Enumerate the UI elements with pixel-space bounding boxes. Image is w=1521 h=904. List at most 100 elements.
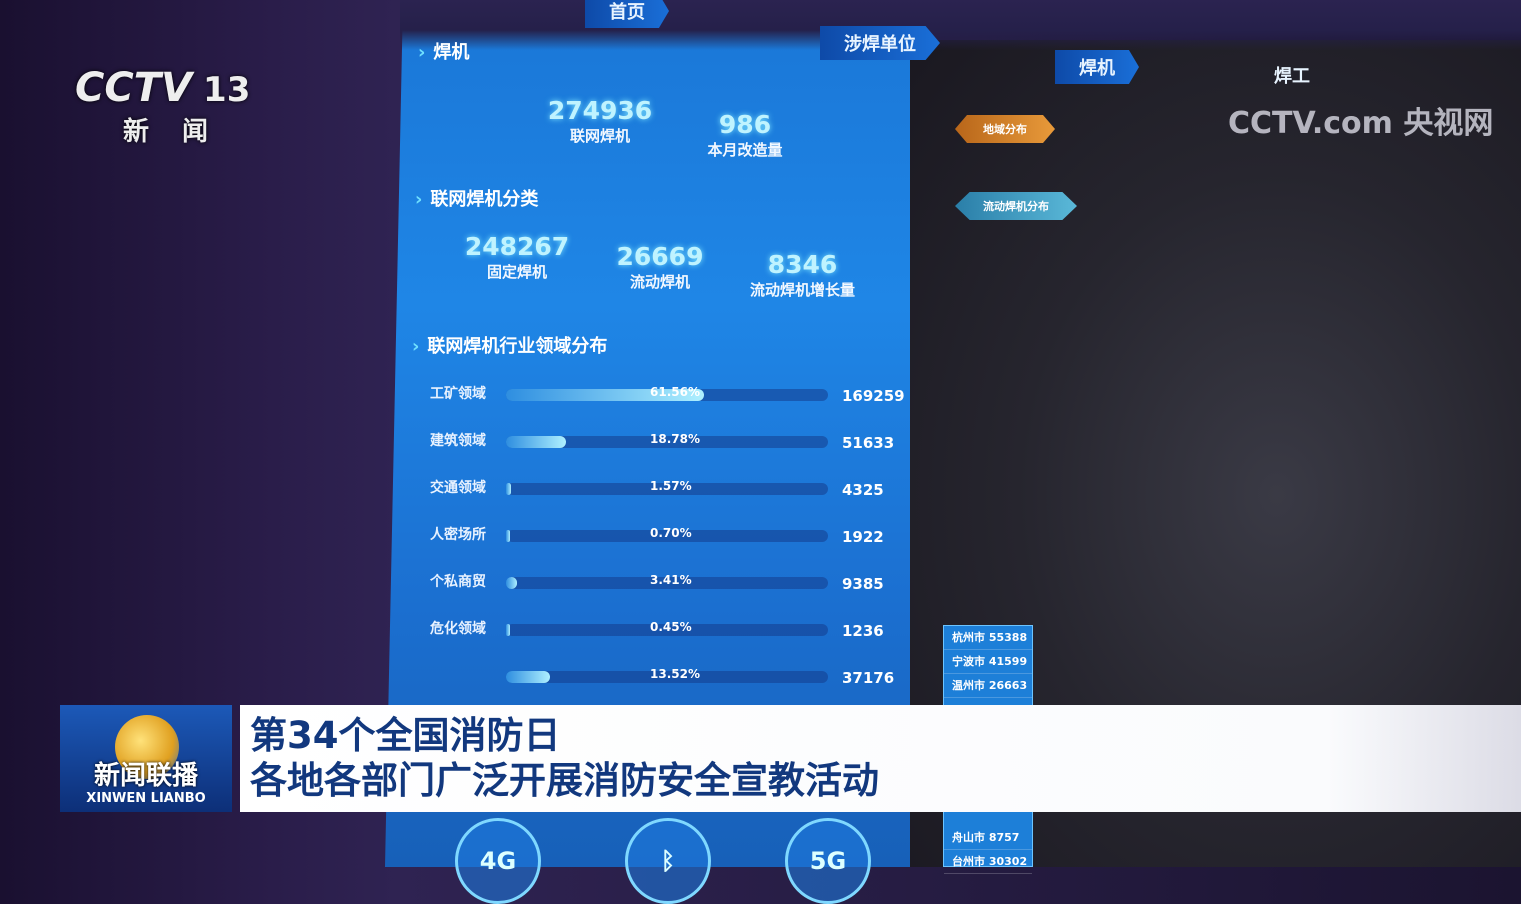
stat-fixed: 248267 固定焊机	[462, 232, 572, 282]
stat-value: 26669	[616, 242, 704, 271]
industry-count: 1236	[842, 622, 884, 640]
city-value: 26663	[988, 679, 1028, 692]
industry-row: 建筑领域 18.78% 51633	[430, 430, 900, 456]
city-value: 8757	[988, 831, 1020, 844]
industry-bar-fill	[506, 530, 510, 542]
nav-tab-workers[interactable]: 焊工	[1274, 66, 1310, 87]
channel-logo: CCTV 13 新 闻	[75, 65, 250, 148]
bluetooth-icon: ᛒ	[625, 818, 711, 904]
industry-bar-fill	[506, 577, 517, 589]
channel-number: 13	[203, 70, 251, 110]
city-name: 宁波市	[952, 655, 985, 668]
stat-value: 986	[718, 110, 772, 139]
stat-networked: 274936 联网焊机	[545, 96, 655, 146]
chevron-right-icon: ›	[412, 336, 420, 357]
chevron-right-icon: ›	[415, 189, 423, 210]
city-name: 台州市	[952, 855, 985, 868]
industry-bar-track	[506, 483, 828, 495]
cctv-com-watermark: CCTV.com 央视网	[1228, 106, 1494, 141]
industry-bar-fill	[506, 436, 567, 448]
industry-count: 1922	[842, 528, 884, 546]
section-title: 焊机	[433, 42, 470, 63]
4g-icon: 4G	[455, 818, 541, 904]
globe-icon	[115, 715, 179, 779]
headline-line1: 第34个全国消防日	[250, 714, 561, 757]
section-welders: › 焊机	[418, 38, 469, 64]
industry-name: 建筑领域	[430, 433, 486, 449]
stat-value: 8346	[767, 250, 838, 279]
city-row: 舟山市 8757	[944, 826, 1032, 850]
mobile-welder-distribution-button[interactable]: 流动焊机分布	[955, 192, 1077, 220]
city-value: 30302	[988, 855, 1028, 868]
industry-bar-track	[506, 389, 828, 401]
stat-mobile-growth: 8346 流动焊机增长量	[740, 250, 865, 300]
headline-line2: 各地各部门广泛开展消防安全宣教活动	[250, 759, 879, 802]
city-row: 温州市 26663	[944, 674, 1032, 698]
industry-percent: 0.70%	[650, 526, 692, 540]
industry-name: 人密场所	[430, 527, 486, 543]
stat-label: 流动焊机增长量	[749, 281, 855, 299]
industry-count: 169259	[842, 387, 905, 405]
city-name: 杭州市	[952, 631, 985, 644]
program-name: 新闻联播	[93, 761, 198, 791]
headline-banner: 第34个全国消防日 各地各部门广泛开展消防安全宣教活动	[240, 705, 1521, 812]
5g-icon: 5G	[785, 818, 871, 904]
industry-percent: 13.52%	[650, 667, 700, 681]
section-title: 联网焊机行业领域分布	[427, 336, 608, 357]
industry-row: 工矿领域 61.56% 169259	[430, 383, 905, 409]
industry-row: 交通领域 1.57% 4325	[430, 477, 900, 503]
industry-bar-track	[506, 577, 828, 589]
industry-percent: 61.56%	[650, 385, 700, 399]
industry-name: 个私商贸	[430, 574, 486, 590]
industry-row: 危化领域 0.45% 1236	[430, 618, 900, 644]
industry-percent: 0.45%	[650, 620, 692, 634]
industry-bar-fill	[506, 483, 512, 495]
city-name: 温州市	[952, 679, 985, 692]
nav-tab-home[interactable]: 首页	[585, 0, 669, 28]
city-value: 55388	[988, 631, 1028, 644]
program-roman: XINWEN LIANBO	[86, 791, 206, 806]
industry-bar-track	[506, 624, 828, 636]
stat-value: 274936	[547, 96, 653, 125]
industry-row: 13.52% 37176	[430, 665, 900, 691]
section-classification: › 联网焊机分类	[415, 185, 538, 211]
stat-label: 本月改造量	[707, 141, 783, 159]
program-logo: 新闻联播 XINWEN LIANBO	[60, 705, 232, 812]
industry-name: 工矿领域	[430, 386, 486, 402]
stat-label: 联网焊机	[569, 127, 630, 145]
industry-bar-track	[506, 530, 828, 542]
cctv-logo: CCTV	[75, 65, 192, 111]
city-row: 台州市 30302	[944, 850, 1032, 874]
industry-bar-fill	[506, 624, 510, 636]
city-row: 宁波市 41599	[944, 650, 1032, 674]
industry-count: 37176	[842, 669, 895, 687]
industry-bar-fill	[506, 389, 705, 401]
industry-count: 51633	[842, 434, 895, 452]
industry-bar-fill	[506, 671, 550, 683]
nav-tab-welders[interactable]: 焊机	[1055, 50, 1139, 84]
industry-count: 4325	[842, 481, 884, 499]
stat-label: 固定焊机	[486, 263, 547, 281]
industry-row: 个私商贸 3.41% 9385	[430, 571, 900, 597]
nav-tab-units[interactable]: 涉焊单位	[820, 26, 940, 60]
industry-bar-track	[506, 671, 828, 683]
industry-bar-track	[506, 436, 828, 448]
stat-mobile: 26669 流动焊机	[605, 242, 715, 292]
industry-row: 人密场所 0.70% 1922	[430, 524, 900, 550]
industry-percent: 3.41%	[650, 573, 692, 587]
stat-label: 流动焊机	[629, 273, 690, 291]
section-industry: › 联网焊机行业领域分布	[412, 332, 607, 358]
industry-percent: 18.78%	[650, 432, 700, 446]
chevron-right-icon: ›	[418, 42, 426, 63]
city-row: 杭州市 55388	[944, 626, 1032, 650]
channel-name: 新 闻	[123, 117, 221, 147]
stat-value: 248267	[464, 232, 570, 261]
industry-name: 交通领域	[430, 480, 486, 496]
city-value: 41599	[988, 655, 1028, 668]
industry-count: 9385	[842, 575, 884, 593]
industry-name: 危化领域	[430, 621, 486, 637]
region-distribution-button[interactable]: 地域分布	[955, 115, 1055, 143]
stat-monthly: 986 本月改造量	[690, 110, 800, 160]
section-title: 联网焊机分类	[430, 189, 539, 210]
industry-percent: 1.57%	[650, 479, 692, 493]
